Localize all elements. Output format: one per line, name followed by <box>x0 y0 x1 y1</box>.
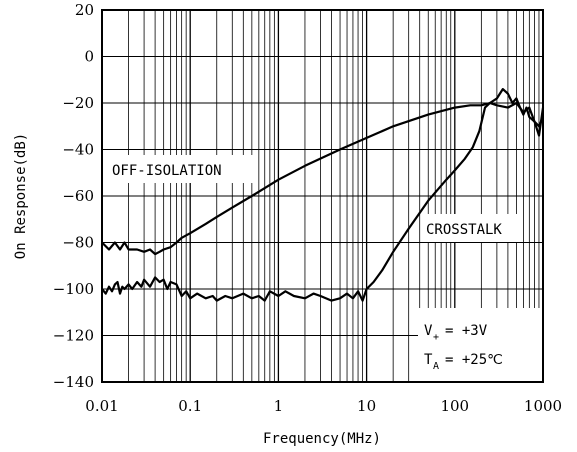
x-tick-label: 10 <box>357 397 376 415</box>
y-tick-label: 20 <box>75 1 94 19</box>
crosstalk-label: CROSSTALK <box>426 222 502 238</box>
ta-symbol: T <box>424 352 433 368</box>
crosstalk-label-bg <box>422 214 522 242</box>
y-axis-label: On Response(dB) <box>13 133 29 259</box>
off-isolation-label-bg <box>108 155 256 183</box>
x-axis-label: Frequency(MHz) <box>263 431 381 447</box>
vplus-subscript: + <box>433 332 439 343</box>
x-tick-label: 100 <box>440 397 469 415</box>
y-tick-label: −40 <box>62 141 94 159</box>
y-tick-label: −100 <box>53 280 94 298</box>
series-line-off-isolation <box>101 87 545 256</box>
y-tick-labels: 20 0 −20 −40 −60 −80 −100 −120 −140 <box>53 1 94 391</box>
y-tick-label: −120 <box>53 327 94 345</box>
y-tick-label: 0 <box>84 48 94 66</box>
series-layer <box>101 87 545 302</box>
y-tick-label: −80 <box>62 234 94 252</box>
y-tick-label: −140 <box>53 373 94 391</box>
x-tick-labels: 0.01 0.1 1 10 100 1000 <box>85 397 562 415</box>
conditions-box <box>418 308 542 381</box>
x-tick-label: 1000 <box>524 397 562 415</box>
ta-subscript: A <box>433 361 439 372</box>
plot-frame <box>101 9 544 383</box>
x-tick-label: 1 <box>274 397 284 415</box>
x-tick-label: 0.01 <box>85 397 118 415</box>
vplus-value: = +3V <box>445 323 488 339</box>
y-tick-label: −60 <box>62 187 94 205</box>
off-isolation-label: OFF-ISOLATION <box>112 163 222 179</box>
ta-value: = +25℃ <box>445 352 503 368</box>
vplus-symbol: V <box>424 323 433 339</box>
series-line-crosstalk <box>101 101 545 302</box>
x-tick-label: 0.1 <box>178 397 202 415</box>
y-tick-label: −20 <box>62 94 94 112</box>
